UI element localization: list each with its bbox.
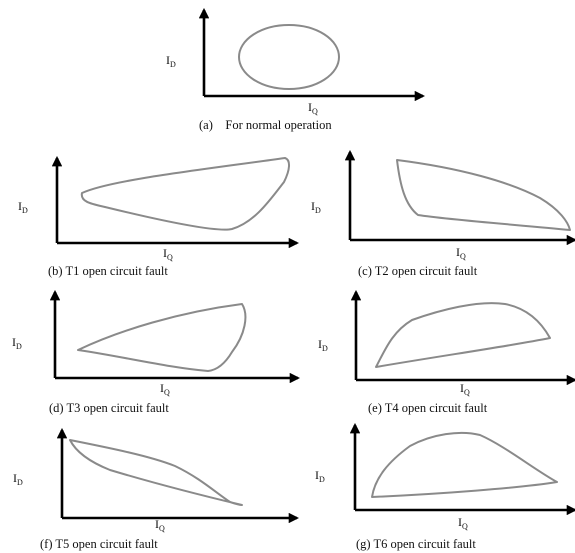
panel-a-caption: (a) For normal operation: [199, 118, 332, 132]
panel-g: ID IQ (g) T6 open circuit fault: [315, 422, 575, 551]
panel-e-y-label: ID: [318, 337, 328, 353]
panel-g-current-trajectory: [371, 431, 558, 498]
panel-f-y-label: ID: [13, 471, 23, 487]
panel-b-caption: (b) T1 open circuit fault: [48, 264, 168, 278]
panel-b: ID IQ (b) T1 open circuit fault: [18, 155, 300, 278]
panel-g-y-label: ID: [315, 468, 325, 484]
panel-a-y-label: ID: [166, 53, 176, 69]
panel-g-x-label: IQ: [458, 515, 468, 531]
panel-a-x-label: IQ: [308, 100, 318, 116]
panel-e-current-trajectory: [375, 302, 551, 368]
panel-f-current-trajectory: [69, 439, 243, 506]
panel-f-caption: (f) T5 open circuit fault: [40, 537, 158, 551]
panel-d-x-label: IQ: [160, 381, 170, 397]
panel-d-current-trajectory: [77, 303, 247, 372]
panel-b-y-label: ID: [18, 199, 28, 215]
panel-b-x-label: IQ: [163, 246, 173, 262]
panel-c-current-trajectory: [396, 159, 571, 231]
panel-e: ID IQ (e) T4 open circuit fault: [318, 289, 575, 415]
panel-e-x-label: IQ: [460, 381, 470, 397]
panel-f: ID IQ (f) T5 open circuit fault: [13, 427, 300, 551]
panel-g-caption: (g) T6 open circuit fault: [356, 537, 476, 551]
panel-c-x-label: IQ: [456, 245, 466, 261]
panel-d-caption: (d) T3 open circuit fault: [49, 401, 169, 415]
panel-a-current-trajectory: [238, 24, 340, 90]
panel-e-caption: (e) T4 open circuit fault: [368, 401, 488, 415]
panel-a: ID IQ (a) For normal operation: [166, 7, 426, 132]
panel-f-x-label: IQ: [155, 517, 165, 533]
panel-d-y-label: ID: [12, 335, 22, 351]
panel-d: ID IQ (d) T3 open circuit fault: [12, 289, 301, 415]
panel-c: ID IQ (c) T2 open circuit fault: [311, 149, 575, 278]
panel-b-current-trajectory: [80, 157, 290, 231]
panel-c-caption: (c) T2 open circuit fault: [358, 264, 478, 278]
panel-c-y-label: ID: [311, 199, 321, 215]
